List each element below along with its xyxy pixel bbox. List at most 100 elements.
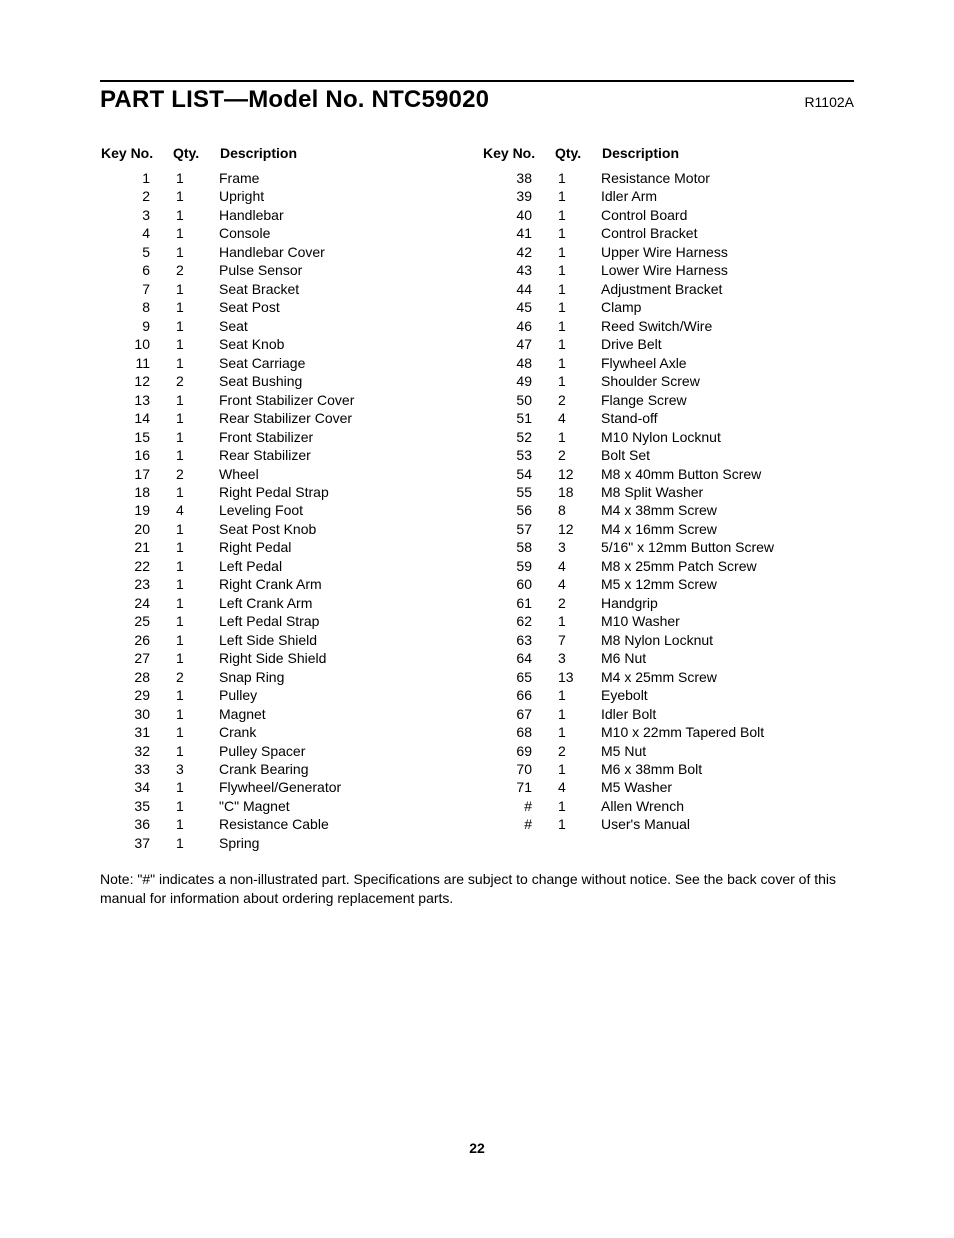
cell-keyno: 11 [100,354,172,372]
cell-qty: 1 [554,261,601,279]
cell-description: Seat Post [219,298,472,316]
page-number: 22 [0,1140,954,1156]
cell-description: M8 Nylon Locknut [601,631,854,649]
cell-description: Console [219,224,472,242]
cell-description: M8 x 40mm Button Screw [601,465,854,483]
cell-qty: 1 [172,280,219,298]
cell-keyno: 50 [482,391,554,409]
cell-qty: 1 [554,187,601,205]
cell-qty: 8 [554,501,601,519]
cell-description: Reed Switch/Wire [601,317,854,335]
cell-description: Idler Bolt [601,705,854,723]
cell-keyno: 46 [482,317,554,335]
table-row: 151Front Stabilizer [100,428,472,446]
cell-keyno: 7 [100,280,172,298]
cell-qty: 1 [554,317,601,335]
cell-description: Crank Bearing [219,760,472,778]
cell-qty: 2 [172,465,219,483]
cell-description: User's Manual [601,815,854,833]
cell-keyno: # [482,797,554,815]
cell-keyno: 2 [100,187,172,205]
cell-keyno: 27 [100,649,172,667]
table-row: 231Right Crank Arm [100,575,472,593]
table-row: 333Crank Bearing [100,760,472,778]
cell-description: Seat [219,317,472,335]
cell-keyno: 29 [100,686,172,704]
header-keyno: Key No. [100,144,172,169]
cell-keyno: 56 [482,501,554,519]
table-row: 201Seat Post Knob [100,520,472,538]
cell-description: Front Stabilizer Cover [219,391,472,409]
cell-qty: 1 [172,742,219,760]
cell-keyno: 65 [482,668,554,686]
cell-keyno: 41 [482,224,554,242]
table-row: 311Crank [100,723,472,741]
cell-keyno: 38 [482,169,554,187]
cell-description: Adjustment Bracket [601,280,854,298]
table-row: 502Flange Screw [482,391,854,409]
cell-qty: 4 [172,501,219,519]
cell-qty: 1 [554,815,601,833]
cell-qty: 1 [554,354,601,372]
cell-description: M8 x 25mm Patch Screw [601,557,854,575]
parts-table-left: Key No. Qty. Description 11Frame21Uprigh… [100,144,472,852]
parts-columns: Key No. Qty. Description 11Frame21Uprigh… [100,144,854,852]
cell-keyno: 17 [100,465,172,483]
cell-description: Flywheel/Generator [219,778,472,796]
cell-keyno: 28 [100,668,172,686]
cell-qty: 1 [554,686,601,704]
cell-qty: 1 [554,243,601,261]
table-row: 172Wheel [100,465,472,483]
table-row: 692M5 Nut [482,742,854,760]
table-row: 604M5 x 12mm Screw [482,575,854,593]
cell-keyno: 61 [482,594,554,612]
cell-description: Handlebar Cover [219,243,472,261]
table-row: 71Seat Bracket [100,280,472,298]
cell-qty: 1 [172,575,219,593]
cell-qty: 1 [172,317,219,335]
cell-keyno: 34 [100,778,172,796]
cell-description: Pulley [219,686,472,704]
cell-description: M10 Nylon Locknut [601,428,854,446]
cell-keyno: 13 [100,391,172,409]
cell-description: Seat Post Knob [219,520,472,538]
cell-description: Seat Carriage [219,354,472,372]
table-row: 671Idler Bolt [482,705,854,723]
cell-description: Control Bracket [601,224,854,242]
table-row: 351"C" Magnet [100,797,472,815]
cell-description: Left Pedal Strap [219,612,472,630]
table-row: 161Rear Stabilizer [100,446,472,464]
cell-keyno: 15 [100,428,172,446]
table-row: 11Frame [100,169,472,187]
table-row: 141Rear Stabilizer Cover [100,409,472,427]
cell-description: Shoulder Screw [601,372,854,390]
cell-description: M10 x 22mm Tapered Bolt [601,723,854,741]
table-row: 321Pulley Spacer [100,742,472,760]
table-row: 594M8 x 25mm Patch Screw [482,557,854,575]
table-row: 411Control Bracket [482,224,854,242]
cell-qty: 1 [554,612,601,630]
cell-description: Handlebar [219,206,472,224]
document-page: PART LIST—Model No. NTC59020 R1102A Key … [0,0,954,908]
cell-description: M5 Washer [601,778,854,796]
cell-keyno: 49 [482,372,554,390]
cell-keyno: 55 [482,483,554,501]
cell-qty: 1 [172,797,219,815]
cell-qty: 1 [172,428,219,446]
cell-qty: 4 [554,557,601,575]
cell-description: Right Crank Arm [219,575,472,593]
cell-qty: 1 [172,169,219,187]
cell-qty: 1 [172,187,219,205]
cell-qty: 1 [172,723,219,741]
table-row: 421Upper Wire Harness [482,243,854,261]
cell-qty: 1 [172,409,219,427]
table-row: 532Bolt Set [482,446,854,464]
table-row: #1Allen Wrench [482,797,854,815]
cell-qty: 4 [554,575,601,593]
cell-qty: 1 [172,243,219,261]
cell-keyno: 48 [482,354,554,372]
cell-keyno: 35 [100,797,172,815]
table-row: 491Shoulder Screw [482,372,854,390]
cell-keyno: 12 [100,372,172,390]
table-row: 371Spring [100,834,472,852]
